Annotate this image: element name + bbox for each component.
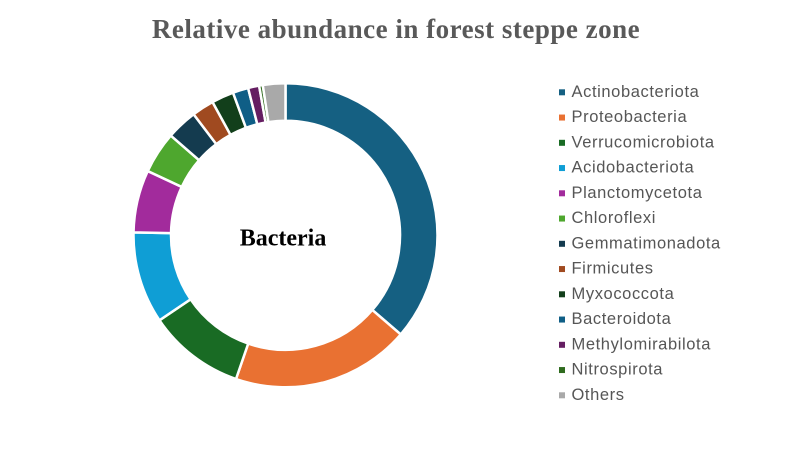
svg-text:Relative abundance in forest s: Relative abundance in forest steppe zone <box>152 14 640 44</box>
svg-text:Nitrospirota: Nitrospirota <box>572 361 664 379</box>
svg-text:Firmicutes: Firmicutes <box>572 260 654 278</box>
svg-text:Planctomycetota: Planctomycetota <box>572 184 703 202</box>
svg-text:Acidobacteriota: Acidobacteriota <box>572 159 695 177</box>
svg-text:Others: Others <box>572 386 625 404</box>
svg-text:Bacteria: Bacteria <box>240 225 327 251</box>
svg-text:Chloroflexi: Chloroflexi <box>572 209 657 227</box>
svg-text:Myxococcota: Myxococcota <box>572 285 675 303</box>
svg-text:Bacteroidota: Bacteroidota <box>572 310 672 328</box>
svg-text:Methylomirabilota: Methylomirabilota <box>572 335 712 353</box>
svg-text:Proteobacteria: Proteobacteria <box>572 108 688 126</box>
svg-text:Actinobacteriota: Actinobacteriota <box>572 83 700 101</box>
svg-text:Verrucomicrobiota: Verrucomicrobiota <box>572 133 715 151</box>
svg-text:Gemmatimonadota: Gemmatimonadota <box>572 234 722 252</box>
